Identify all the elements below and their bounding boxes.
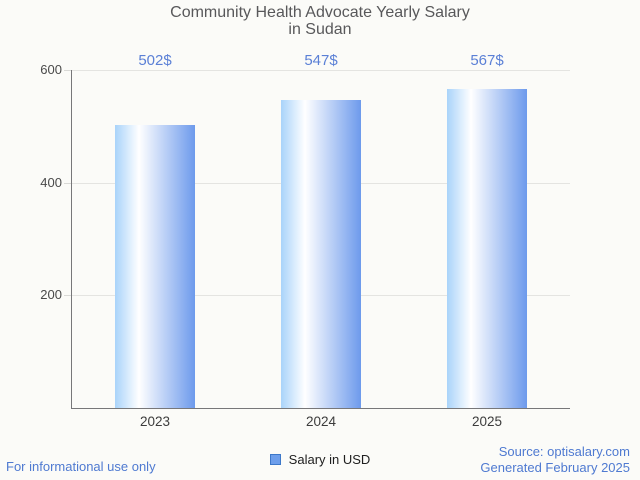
y-axis-label-400: 400 [40,175,62,190]
y-axis-label-200: 200 [40,287,62,302]
bar-2025[interactable] [447,89,527,408]
bar-2023[interactable] [115,125,195,408]
value-label-2023: 502$ [138,52,172,69]
y-axis-label-600: 600 [40,62,62,77]
bar-2024[interactable] [281,100,361,408]
y-axis-tick-200 [64,295,71,296]
chart-title-line2: in Sudan [288,21,352,38]
chart-title: Community Health Advocate Yearly Salary … [0,4,640,38]
x-axis-line [71,408,570,409]
legend-swatch-icon [269,454,281,465]
value-label-2025: 567$ [470,52,504,69]
footer-disclaimer: For informational use only [6,459,156,474]
gridline-600 [72,70,570,71]
footer-source-block: Source: optisalary.com Generated Februar… [480,444,630,475]
footer-generated-date: Generated February 2025 [480,459,630,475]
y-axis-tick-600 [64,70,71,71]
legend-label: Salary in USD [288,452,371,467]
x-axis-label-2024: 2024 [305,414,337,429]
chart-title-line1: Community Health Advocate Yearly Salary [170,4,470,21]
x-axis-label-2025: 2025 [471,414,503,429]
footer-source-link[interactable]: Source: optisalary.com [498,444,630,459]
x-axis-label-2023: 2023 [139,414,171,429]
y-axis-tick-400 [64,183,71,184]
y-axis-line [71,70,72,408]
chart-legend: Salary in USD [0,452,640,467]
value-label-2024: 547$ [304,52,338,69]
